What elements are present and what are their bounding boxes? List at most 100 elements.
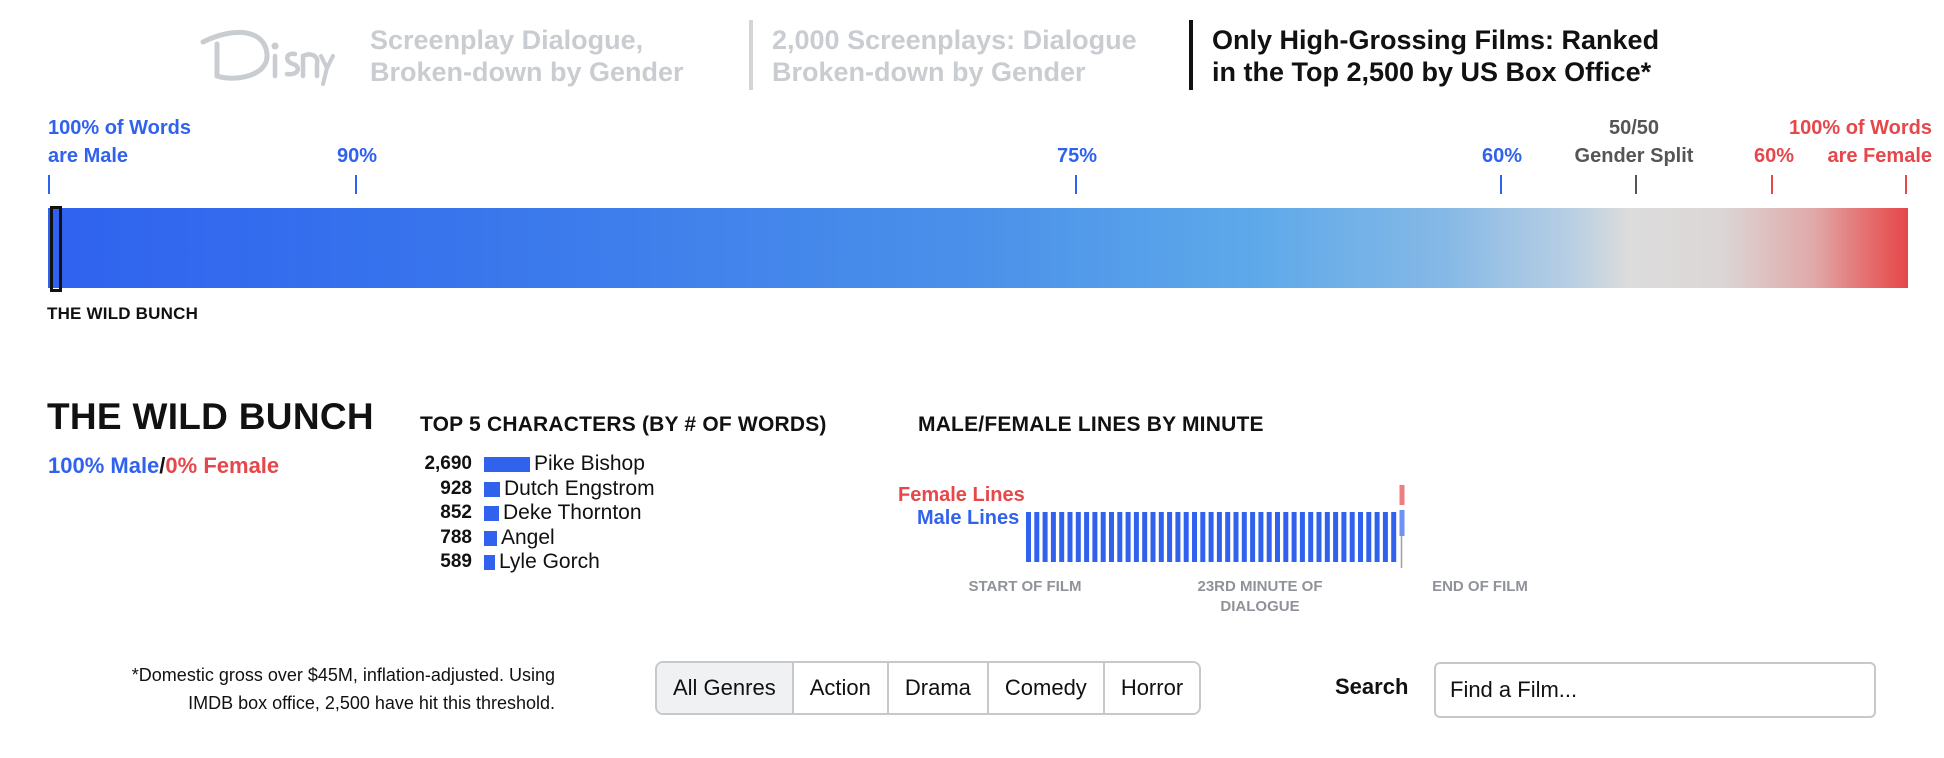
male-minute-bar bbox=[1349, 512, 1355, 562]
tab-high-grossing[interactable]: Only High-Grossing Films: Ranked in the … bbox=[1189, 20, 1732, 90]
male-minute-bar bbox=[1266, 512, 1272, 562]
male-minute-bar bbox=[1324, 512, 1330, 562]
male-minute-bar bbox=[1216, 512, 1222, 562]
character-bar bbox=[484, 457, 530, 472]
male-minute-bar bbox=[1150, 512, 1156, 562]
male-percent: 100% Male bbox=[48, 453, 160, 478]
character-name: Deke Thornton bbox=[503, 501, 642, 524]
scale-label-line: 100% of Words bbox=[1789, 117, 1932, 139]
male-minute-bar bbox=[1192, 512, 1197, 562]
male-minute-bar bbox=[1059, 512, 1065, 562]
genre-comedy-button[interactable]: Comedy bbox=[988, 663, 1105, 713]
male-minute-bar bbox=[1133, 512, 1139, 562]
scale-label-5050: 50/50 Gender Split bbox=[1572, 114, 1696, 170]
scale-tick-90 bbox=[355, 175, 357, 194]
scale-tick-60-male bbox=[1500, 175, 1502, 194]
scale-label-75: 75% bbox=[1057, 145, 1098, 167]
character-word-count: 788 bbox=[440, 526, 472, 548]
male-minute-bar bbox=[1042, 512, 1048, 562]
tab-line: Only High-Grossing Films: Ranked bbox=[1212, 25, 1660, 55]
male-minute-bar bbox=[1382, 512, 1388, 562]
female-percent: 0% Female bbox=[165, 453, 280, 478]
character-name: Dutch Engstrom bbox=[504, 476, 655, 500]
tab-line: 2,000 Screenplays: Dialogue bbox=[772, 25, 1137, 55]
male-minute-bar bbox=[1341, 512, 1347, 562]
male-minute-bar bbox=[1299, 512, 1305, 562]
male-minute-bar bbox=[1333, 512, 1339, 562]
character-bar bbox=[484, 555, 495, 570]
male-minute-bar bbox=[1183, 512, 1189, 562]
scale-label-line: are Male bbox=[48, 145, 129, 167]
female-current-marker bbox=[1399, 485, 1405, 505]
male-minute-bar bbox=[1142, 512, 1148, 562]
female-lines-label: Female Lines bbox=[898, 484, 1025, 506]
scale-label-line: Gender Split bbox=[1574, 145, 1694, 167]
disney-logo-icon[interactable] bbox=[195, 24, 335, 86]
male-minute-bar bbox=[1275, 512, 1280, 562]
male-minute-bar bbox=[1050, 512, 1056, 562]
tab-disney-dialogue[interactable]: Screenplay Dialogue, Broken-down by Gend… bbox=[370, 24, 710, 88]
film-title: THE WILD BUNCH bbox=[47, 396, 374, 437]
male-minute-bar bbox=[1075, 512, 1081, 562]
male-minute-bar bbox=[1316, 512, 1322, 562]
scale-tick-60-female bbox=[1771, 175, 1773, 194]
character-name: Pike Bishop bbox=[534, 452, 645, 475]
male-minute-bar bbox=[1391, 512, 1397, 562]
scale-label-90: 90% bbox=[337, 145, 378, 167]
scale-label-line: 100% of Words bbox=[48, 117, 191, 139]
character-word-count: 852 bbox=[440, 502, 472, 523]
genre-action-button[interactable]: Action bbox=[793, 663, 889, 713]
male-minute-bar bbox=[1067, 512, 1073, 562]
gender-gradient-bar[interactable] bbox=[48, 208, 1908, 288]
lines-by-minute-title: MALE/FEMALE LINES BY MINUTE bbox=[918, 413, 1264, 436]
genre-all-button[interactable]: All Genres bbox=[657, 663, 794, 713]
male-minute-bar bbox=[1109, 512, 1114, 562]
male-minute-bar bbox=[1250, 512, 1256, 562]
male-minute-bar bbox=[1225, 512, 1231, 562]
genre-horror-button[interactable]: Horror bbox=[1104, 663, 1200, 713]
character-name: Angel bbox=[501, 525, 555, 549]
male-minute-bar bbox=[1100, 512, 1106, 562]
male-minute-bar bbox=[1092, 512, 1098, 562]
scale-label-60-male: 60% bbox=[1482, 145, 1523, 167]
character-bar bbox=[484, 481, 500, 497]
top-characters-title: TOP 5 CHARACTERS (BY # OF WORDS) bbox=[420, 413, 827, 436]
male-minute-bar bbox=[1175, 512, 1181, 562]
male-minute-bar bbox=[1366, 512, 1372, 562]
male-minute-bar bbox=[1158, 512, 1164, 562]
tab-line: in the Top 2,500 by US Box Office* bbox=[1212, 57, 1652, 87]
male-minute-bar bbox=[1358, 512, 1363, 562]
male-current-marker bbox=[1399, 510, 1405, 536]
character-name: Lyle Gorch bbox=[499, 550, 600, 573]
scale-tick-100-female bbox=[1905, 175, 1907, 194]
genre-drama-button[interactable]: Drama bbox=[888, 663, 989, 713]
male-minute-bar bbox=[1308, 512, 1314, 562]
male-minute-bar bbox=[1258, 512, 1264, 562]
tab-2000-screenplays[interactable]: 2,000 Screenplays: Dialogue Broken-down … bbox=[749, 20, 1172, 90]
scale-label-100-male: 100% of Words are Male bbox=[48, 114, 191, 170]
axis-end-label: END OF FILM bbox=[1432, 578, 1528, 595]
scale-label-line: are Female bbox=[1827, 145, 1932, 167]
search-label: Search bbox=[1335, 674, 1409, 699]
male-minute-bar bbox=[1167, 512, 1173, 562]
genre-filter: All Genres Action Drama Comedy Horror bbox=[655, 661, 1202, 715]
axis-mid-label: 23RD MINUTE OF DIALOGUE bbox=[1197, 578, 1323, 615]
male-minute-bar bbox=[1026, 512, 1031, 562]
scale-label-60-female: 60% bbox=[1754, 145, 1795, 167]
male-minute-bar bbox=[1233, 512, 1239, 562]
scale-tick-5050 bbox=[1635, 175, 1637, 194]
male-minute-bar bbox=[1084, 512, 1090, 562]
axis-start-label: START OF FILM bbox=[968, 578, 1082, 595]
film-position-marker[interactable] bbox=[50, 206, 62, 292]
male-minute-bar bbox=[1117, 512, 1123, 562]
footnote-line: *Domestic gross over $45M, inflation-adj… bbox=[131, 665, 555, 685]
tab-line: Broken-down by Gender bbox=[370, 57, 684, 87]
scale-tick-75 bbox=[1075, 175, 1077, 194]
character-word-count: 2,690 bbox=[424, 453, 472, 474]
footnote-line: IMDB box office, 2,500 have hit this thr… bbox=[188, 693, 555, 713]
search-input[interactable] bbox=[1434, 662, 1876, 718]
film-marker-label: THE WILD BUNCH bbox=[47, 304, 199, 323]
male-minute-bar bbox=[1291, 512, 1297, 562]
footnote: *Domestic gross over $45M, inflation-adj… bbox=[60, 661, 555, 717]
male-minute-bar bbox=[1125, 512, 1131, 562]
